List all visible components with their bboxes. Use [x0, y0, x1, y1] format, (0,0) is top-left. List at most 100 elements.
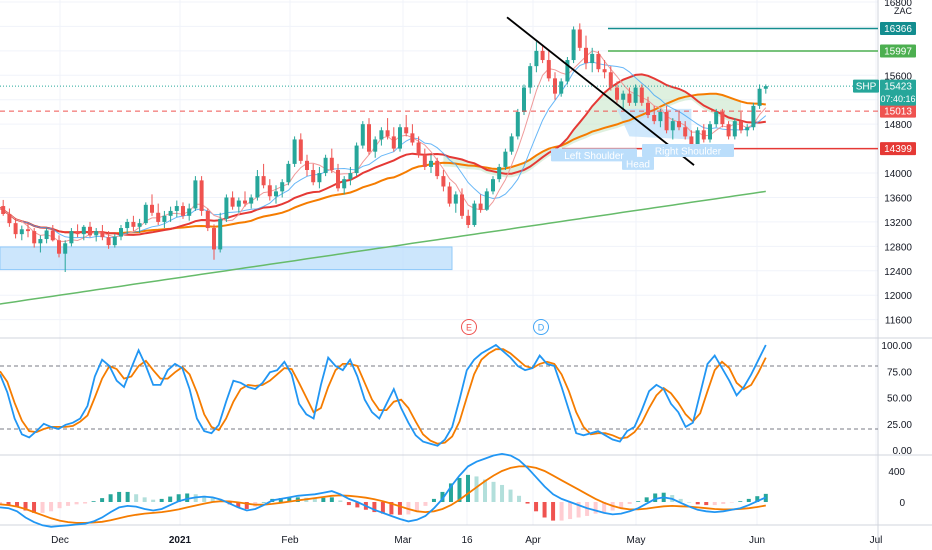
- annotation-label: Left Shoulder: [564, 151, 624, 162]
- candle: [354, 142, 359, 177]
- macd-histogram-bar: [312, 498, 317, 502]
- price-tick-label: 14800: [884, 120, 912, 131]
- macd-histogram-bar: [329, 497, 334, 502]
- macd-histogram-bar: [278, 498, 283, 502]
- candle-body: [621, 93, 626, 100]
- candle-body: [701, 130, 706, 140]
- macd-histogram-bar: [712, 502, 717, 506]
- event-marker-label: D: [538, 323, 545, 333]
- candle: [88, 221, 92, 238]
- indicator-panels: 0.00 25.00 50.00 75.00 100.00 0 400: [0, 341, 912, 528]
- candle-body: [708, 124, 712, 140]
- candle-body: [143, 204, 148, 224]
- candle-body: [106, 237, 111, 246]
- macd-histogram-bar: [355, 502, 360, 508]
- candle: [646, 96, 650, 119]
- candle: [633, 84, 638, 106]
- candle-body: [81, 226, 86, 235]
- candle-body: [435, 160, 440, 177]
- macd-histogram-bar: [483, 479, 488, 502]
- candle-body: [577, 29, 582, 48]
- candle-body: [274, 191, 278, 197]
- price-badge: [880, 142, 916, 156]
- candle: [757, 84, 762, 109]
- macd-tick-label: 0: [899, 498, 905, 509]
- candle: [329, 148, 334, 174]
- candle-body: [32, 231, 37, 244]
- candle-body: [125, 221, 130, 229]
- price-axis: 1160012000124001280013200136001400014400…: [853, 0, 916, 327]
- annotation-label: Head: [626, 159, 650, 170]
- macd-histogram-bar: [508, 489, 513, 502]
- candle: [385, 118, 390, 140]
- candle: [69, 228, 74, 247]
- price-badge: [880, 44, 916, 58]
- candle: [639, 84, 644, 106]
- candle-body: [670, 121, 675, 131]
- candle: [677, 111, 681, 131]
- candle-body: [305, 160, 309, 170]
- candle: [1, 199, 6, 216]
- macd-histogram-bar: [602, 502, 607, 513]
- candle: [94, 228, 99, 242]
- candle-body: [515, 111, 520, 137]
- macd-histogram-bar: [151, 499, 156, 502]
- cloud-fill: [443, 74, 741, 178]
- candle-body: [522, 87, 526, 112]
- candle: [398, 124, 402, 152]
- candle: [726, 121, 731, 140]
- macd-signal-line: [0, 465, 766, 524]
- candle: [187, 203, 192, 221]
- annotation-bg: [551, 148, 637, 162]
- price-badge-label: 16366: [884, 24, 912, 35]
- candle-body: [373, 139, 378, 152]
- candle-body: [243, 200, 247, 204]
- candle: [608, 66, 613, 91]
- candle: [298, 133, 303, 164]
- candle-body: [286, 163, 291, 183]
- price-tick-label: 12400: [884, 267, 912, 278]
- candle-body: [689, 136, 694, 146]
- countdown-label: 07:40:16: [880, 94, 915, 104]
- candle-body: [472, 203, 477, 225]
- price-tick-label: 12000: [884, 291, 912, 302]
- candle: [286, 160, 291, 186]
- candle-body: [763, 86, 768, 89]
- macd-histogram-bar: [636, 501, 641, 502]
- macd-histogram-bar: [746, 498, 751, 502]
- candle: [615, 81, 619, 103]
- macd-histogram-bar: [108, 494, 113, 502]
- currency-label: ZAC: [894, 6, 913, 16]
- candle-body: [714, 111, 719, 125]
- candle: [218, 212, 223, 253]
- candle: [720, 108, 725, 128]
- macd-histogram-bar: [653, 493, 658, 502]
- candle: [658, 108, 663, 128]
- time-axis-label: Mar: [394, 535, 412, 546]
- candle: [119, 224, 123, 241]
- candle-body: [466, 215, 471, 225]
- macd-histogram-bar: [372, 502, 377, 513]
- macd-histogram-bar: [210, 497, 215, 502]
- candle: [565, 56, 570, 85]
- candle: [249, 194, 254, 209]
- candle: [32, 228, 37, 248]
- time-axis: Dec 2021 Feb Mar 16 Apr May Jun Jul: [51, 535, 882, 546]
- candle-body: [484, 191, 489, 210]
- candle: [205, 208, 210, 232]
- macd-histogram-bar: [465, 474, 470, 502]
- macd-histogram-bar: [287, 497, 292, 502]
- macd-histogram-bar: [559, 502, 564, 521]
- macd-histogram-bar: [457, 477, 462, 502]
- candle: [540, 44, 545, 64]
- candle-body: [57, 240, 61, 254]
- candle-body: [44, 230, 49, 240]
- candle-body: [720, 111, 725, 125]
- candle-body: [137, 223, 142, 227]
- macd-histogram-bar: [261, 502, 266, 503]
- candle-body: [212, 228, 216, 250]
- candle-body: [652, 115, 657, 122]
- candle-body: [491, 179, 495, 192]
